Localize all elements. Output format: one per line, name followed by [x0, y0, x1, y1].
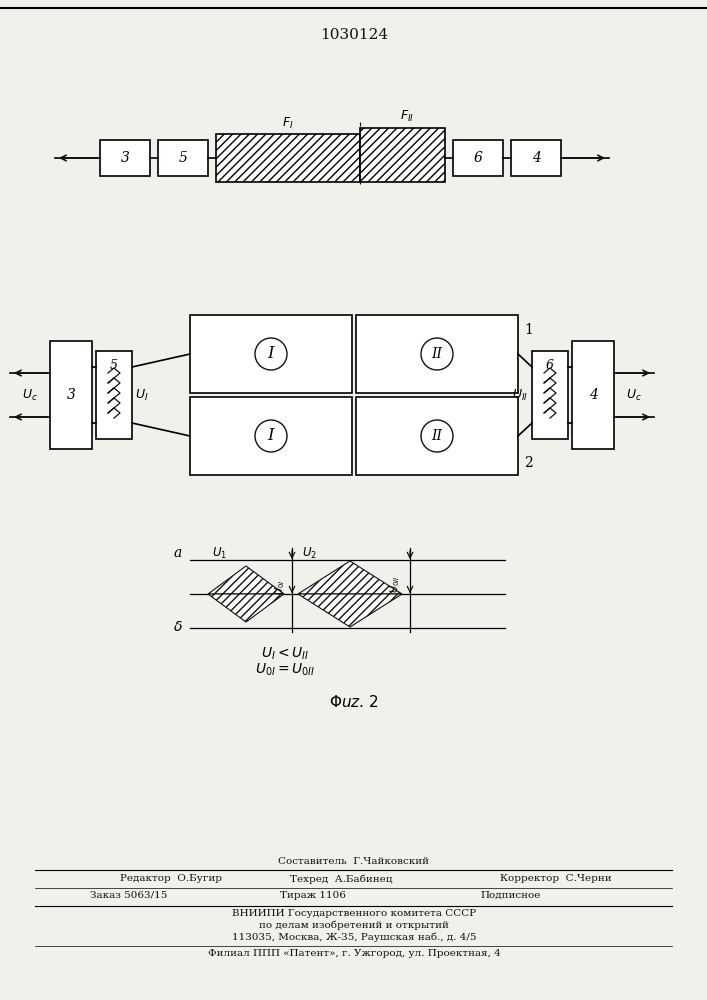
Bar — [190, 315, 352, 393]
Text: $U_c$: $U_c$ — [626, 387, 642, 403]
Text: $U_I < U_{II}$: $U_I < U_{II}$ — [261, 646, 309, 662]
Bar — [360, 128, 445, 182]
Bar — [158, 140, 208, 176]
Bar — [216, 134, 360, 182]
Text: 6: 6 — [546, 359, 554, 372]
Bar — [50, 341, 92, 449]
Text: 1030124: 1030124 — [320, 28, 388, 42]
Text: a: a — [174, 546, 182, 560]
Text: II: II — [431, 347, 443, 361]
Text: $U_2$: $U_2$ — [302, 545, 317, 561]
Bar — [453, 140, 503, 176]
Polygon shape — [208, 566, 284, 594]
Text: $U_{II}$: $U_{II}$ — [512, 387, 528, 403]
Text: 4: 4 — [588, 388, 597, 402]
Circle shape — [421, 420, 453, 452]
Text: Редактор  О.Бугир: Редактор О.Бугир — [120, 874, 222, 883]
Text: Филиал ППП «Патент», г. Ужгород, ул. Проектная, 4: Филиал ППП «Патент», г. Ужгород, ул. Про… — [208, 949, 501, 958]
Text: I: I — [268, 346, 274, 362]
Text: $U_{0I}$: $U_{0I}$ — [273, 580, 287, 595]
Text: 2: 2 — [524, 456, 533, 470]
Text: $U_{0II}$: $U_{0II}$ — [388, 576, 402, 593]
Bar — [100, 140, 150, 176]
Text: Корректор  С.Черни: Корректор С.Черни — [500, 874, 612, 883]
Text: $F_{II}$: $F_{II}$ — [400, 109, 414, 124]
Text: 5: 5 — [179, 151, 187, 165]
Text: Подписное: Подписное — [480, 891, 540, 900]
Text: 113035, Москва, Ж-35, Раушская наб., д. 4/5: 113035, Москва, Ж-35, Раушская наб., д. … — [232, 933, 477, 942]
Text: 5: 5 — [110, 359, 118, 372]
Text: 3: 3 — [66, 388, 76, 402]
Text: Заказ 5063/15: Заказ 5063/15 — [90, 891, 168, 900]
Text: 4: 4 — [532, 151, 540, 165]
Polygon shape — [298, 594, 402, 627]
Text: 6: 6 — [474, 151, 482, 165]
Bar — [511, 140, 561, 176]
Bar — [96, 351, 132, 439]
Text: ВНИИПИ Государственного комитета СССР: ВНИИПИ Государственного комитета СССР — [232, 909, 476, 918]
Text: $F_I$: $F_I$ — [282, 116, 294, 131]
Text: 1: 1 — [524, 323, 533, 337]
Text: I: I — [268, 428, 274, 444]
Bar — [356, 315, 518, 393]
Text: Техред  А.Бабинец: Техред А.Бабинец — [290, 874, 392, 884]
Polygon shape — [298, 561, 402, 594]
Text: $U_1$: $U_1$ — [212, 545, 227, 561]
Bar — [532, 351, 568, 439]
Bar — [356, 397, 518, 475]
Text: Тираж 1106: Тираж 1106 — [280, 891, 346, 900]
Bar — [572, 341, 614, 449]
Circle shape — [255, 420, 287, 452]
Polygon shape — [208, 594, 284, 622]
Circle shape — [255, 338, 287, 370]
Text: $\delta$: $\delta$ — [173, 620, 183, 634]
Text: $U_I$: $U_I$ — [135, 387, 148, 403]
Bar — [190, 397, 352, 475]
Text: по делам изобретений и открытий: по делам изобретений и открытий — [259, 921, 449, 930]
Text: 3: 3 — [121, 151, 129, 165]
Circle shape — [421, 338, 453, 370]
Text: Составитель  Г.Чайковский: Составитель Г.Чайковский — [279, 857, 429, 866]
Text: $U_{0I} = U_{0II}$: $U_{0I} = U_{0II}$ — [255, 662, 315, 678]
Text: II: II — [431, 429, 443, 443]
Text: $\Phi u\mathit{z}.\,2$: $\Phi u\mathit{z}.\,2$ — [329, 694, 379, 710]
Text: $U_c$: $U_c$ — [22, 387, 38, 403]
